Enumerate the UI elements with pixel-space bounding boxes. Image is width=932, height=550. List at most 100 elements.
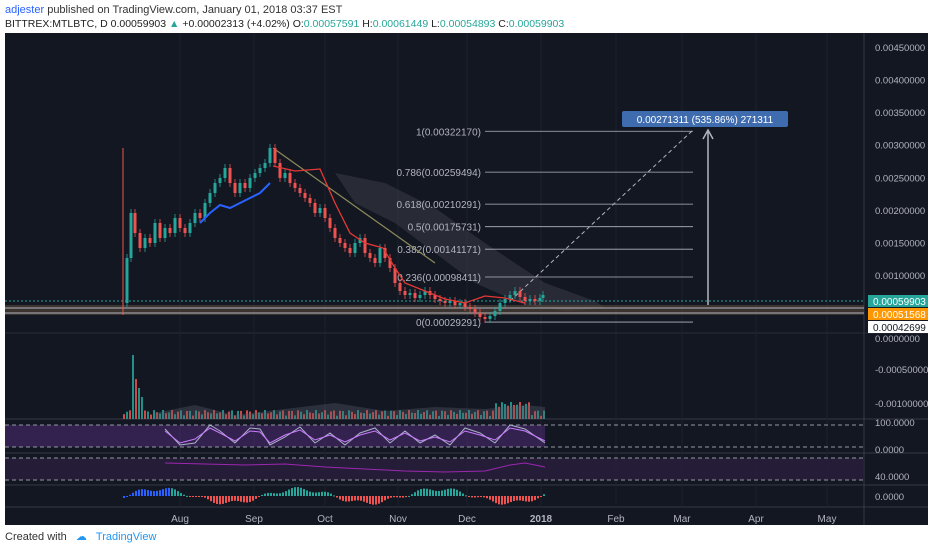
macd-bar bbox=[315, 492, 317, 496]
macd-bar bbox=[309, 491, 311, 496]
volume-bar bbox=[402, 411, 404, 419]
candle-body bbox=[283, 173, 287, 178]
blue-ma-line bbox=[199, 182, 271, 224]
macd-bar bbox=[441, 490, 443, 496]
volume-bar bbox=[243, 415, 245, 419]
fib-level-label: 0.5(0.00175731) bbox=[408, 223, 481, 234]
tradingview-link[interactable]: TradingView bbox=[95, 531, 157, 543]
macd-bar bbox=[243, 496, 245, 503]
candle-body bbox=[248, 178, 252, 188]
volume-bar bbox=[207, 412, 209, 419]
macd-bar bbox=[132, 492, 134, 496]
ma-line bbox=[272, 165, 526, 304]
macd-bar bbox=[183, 494, 185, 496]
candle-body bbox=[468, 307, 472, 309]
volume-bar bbox=[426, 410, 428, 419]
volume-bar bbox=[174, 414, 176, 419]
open-value: 0.00057591 bbox=[303, 18, 360, 30]
macd-bar bbox=[477, 496, 479, 498]
macd-bar bbox=[228, 496, 230, 502]
ind2-band bbox=[5, 458, 864, 480]
candle-body bbox=[198, 213, 202, 218]
open-label: O: bbox=[292, 18, 304, 30]
macd-bar bbox=[537, 496, 539, 499]
volume-bar bbox=[528, 402, 530, 419]
fib-retracement[interactable]: 1(0.00322170) 0.786(0.00259494) 0.618(0.00… bbox=[396, 127, 693, 329]
macd-bar bbox=[276, 493, 278, 496]
macd-bar bbox=[312, 492, 314, 496]
candle-body bbox=[423, 291, 427, 295]
candle-body bbox=[503, 299, 507, 303]
volume-bar bbox=[291, 410, 293, 419]
volume-bar bbox=[459, 410, 461, 419]
close-value-ohlc: 0.00059903 bbox=[508, 18, 565, 30]
price-axis-label: 0.00450000 bbox=[875, 43, 925, 54]
high-label: H: bbox=[362, 18, 373, 30]
volume-bar bbox=[342, 411, 344, 419]
macd-bar bbox=[282, 492, 284, 496]
macd-bar bbox=[162, 489, 164, 496]
candle-body bbox=[233, 183, 237, 193]
volume-bar bbox=[360, 412, 362, 419]
candle-body bbox=[493, 311, 497, 316]
volume-bar bbox=[471, 413, 473, 419]
macd-bar bbox=[156, 490, 158, 496]
volume-bar bbox=[222, 410, 224, 419]
volume-bar bbox=[387, 415, 389, 419]
macd-bar bbox=[222, 496, 224, 504]
author-link[interactable]: adjester bbox=[5, 4, 45, 16]
candle-body bbox=[448, 301, 452, 303]
volume-bar bbox=[438, 415, 440, 419]
volume-bar bbox=[267, 413, 269, 419]
volume-bar bbox=[345, 415, 347, 419]
candle-body bbox=[293, 183, 297, 188]
candle-body bbox=[458, 303, 462, 305]
macd-bar bbox=[264, 493, 266, 496]
candle-body bbox=[478, 313, 482, 317]
macd-bar bbox=[363, 496, 365, 502]
price-axis-label: 0.00100000 bbox=[875, 271, 925, 282]
support-zone bbox=[5, 305, 864, 315]
time-axis-label: Oct bbox=[317, 514, 333, 525]
macd-bar bbox=[351, 496, 353, 502]
macd-bar bbox=[390, 496, 392, 498]
time-axis: Aug Sep Oct Nov Dec 2018 Feb Mar Apr May bbox=[171, 514, 836, 525]
candle-body bbox=[129, 213, 133, 258]
stoch-k-line bbox=[164, 424, 546, 446]
volume-axis-2: -0.00100000 bbox=[875, 399, 928, 410]
candle-body bbox=[398, 283, 402, 291]
volume-bar bbox=[135, 379, 137, 419]
chart-area[interactable]: 1(0.00322170) 0.786(0.00259494) 0.618(0.00… bbox=[5, 33, 928, 525]
candle-body bbox=[223, 168, 227, 178]
price-axis-label: 0.00250000 bbox=[875, 173, 925, 184]
volume-bar bbox=[372, 412, 374, 419]
volume-bar bbox=[351, 411, 353, 419]
volume-bar bbox=[204, 410, 206, 419]
volume-bar bbox=[153, 410, 155, 419]
volume-bar bbox=[324, 410, 326, 419]
volume-bar bbox=[339, 410, 341, 419]
candle-body bbox=[133, 213, 137, 233]
last-price-tag bbox=[868, 295, 928, 307]
volume-bar bbox=[270, 412, 272, 419]
volume-bar bbox=[300, 411, 302, 419]
volume-bar bbox=[144, 410, 146, 419]
volume-bar bbox=[450, 410, 452, 419]
trend-line[interactable] bbox=[272, 147, 436, 264]
macd-bar bbox=[423, 488, 425, 496]
measure-label: 0.00271311 (535.86%) 271311 bbox=[637, 115, 774, 126]
rsi-band bbox=[5, 425, 545, 447]
candle-body bbox=[498, 303, 502, 311]
volume-bar bbox=[213, 410, 215, 419]
volume-bar bbox=[261, 413, 263, 419]
macd-bar bbox=[462, 493, 464, 496]
candle-body bbox=[443, 301, 447, 303]
macd-bar bbox=[399, 496, 401, 498]
volume-bar bbox=[522, 405, 524, 419]
ind2-line bbox=[164, 462, 546, 473]
chart-svg[interactable]: 1(0.00322170) 0.786(0.00259494) 0.618(0.00… bbox=[5, 33, 928, 525]
time-axis-label: Feb bbox=[607, 514, 625, 525]
macd-bar bbox=[270, 492, 272, 496]
time-axis-label: Apr bbox=[748, 514, 764, 525]
low-label: L: bbox=[431, 18, 440, 30]
